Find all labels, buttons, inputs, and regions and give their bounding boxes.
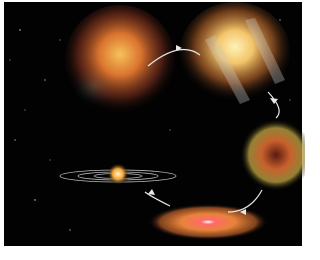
- page: (() => { const data = JSON.parse(documen…: [0, 0, 305, 260]
- protoplanetary-disk: [148, 204, 268, 240]
- sun: [107, 163, 129, 185]
- nebula-left: [65, 5, 175, 115]
- illustration: [0, 0, 305, 260]
